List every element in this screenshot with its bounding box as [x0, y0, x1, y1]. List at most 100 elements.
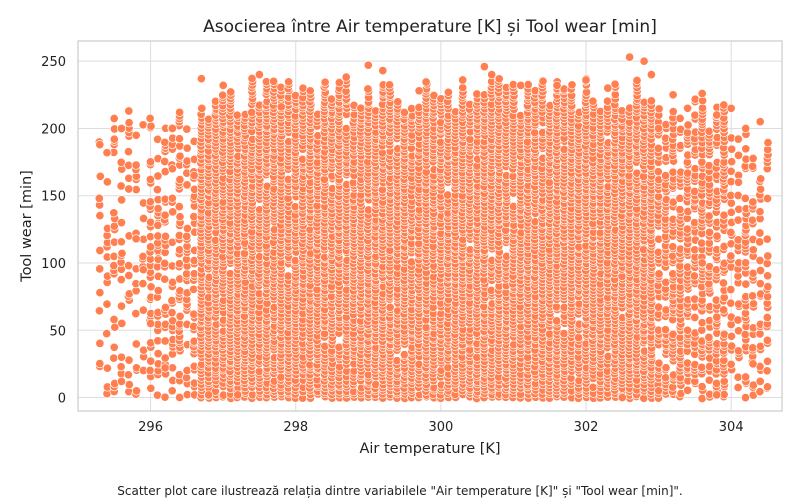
data-point — [247, 73, 257, 84]
data-point — [124, 380, 134, 390]
data-point — [95, 171, 105, 181]
data-point — [320, 77, 330, 87]
data-point — [182, 180, 192, 190]
data-point — [421, 322, 431, 333]
data-point — [102, 363, 112, 373]
data-point — [182, 231, 192, 241]
data-point — [160, 302, 171, 313]
data-point — [131, 309, 141, 319]
data-point — [174, 202, 184, 212]
data-point — [146, 282, 156, 292]
data-point — [175, 311, 185, 321]
data-point — [552, 316, 562, 326]
data-point — [109, 314, 119, 325]
data-point — [167, 386, 177, 396]
data-point — [210, 235, 220, 245]
data-point — [145, 197, 155, 207]
data-point — [109, 113, 119, 124]
data-point — [326, 94, 337, 104]
data-point — [116, 362, 126, 372]
data-point — [175, 175, 185, 185]
data-point — [167, 193, 177, 203]
data-point — [523, 80, 533, 90]
data-point — [175, 151, 185, 161]
data-point — [160, 156, 170, 167]
data-point — [538, 76, 548, 86]
data-point — [189, 212, 199, 222]
data-point — [145, 365, 155, 376]
data-point — [232, 110, 242, 120]
data-point — [182, 269, 192, 279]
data-point — [465, 134, 475, 144]
data-point — [494, 74, 504, 84]
data-point — [443, 87, 453, 97]
data-point — [588, 96, 598, 106]
data-point — [116, 181, 126, 191]
data-point — [160, 231, 171, 241]
data-point — [363, 84, 373, 94]
data-point — [102, 299, 112, 309]
data-point — [283, 271, 293, 281]
scatter-chart: Asocierea între Air temperature [K] și T… — [19, 17, 783, 457]
data-point — [153, 286, 163, 296]
data-point — [551, 302, 562, 312]
data-point — [182, 143, 192, 153]
data-point — [160, 210, 170, 220]
data-point — [131, 339, 141, 349]
data-point — [458, 83, 468, 93]
data-point — [145, 232, 155, 242]
data-point — [218, 90, 228, 100]
data-point — [117, 318, 127, 328]
data-point — [146, 121, 156, 131]
data-point — [167, 308, 177, 318]
data-point — [145, 113, 155, 123]
data-point — [174, 134, 185, 144]
data-point — [239, 248, 250, 259]
data-point — [152, 390, 163, 400]
data-point — [544, 177, 554, 188]
data-point — [146, 383, 156, 393]
data-point — [269, 76, 279, 86]
data-point — [124, 173, 134, 183]
data-point — [153, 171, 163, 181]
data-point — [356, 103, 366, 113]
data-point — [146, 356, 156, 366]
data-point — [95, 338, 105, 348]
data-point — [189, 284, 199, 294]
data-point — [124, 118, 134, 128]
data-point — [567, 80, 577, 90]
data-point — [530, 128, 540, 138]
data-point — [385, 80, 395, 90]
data-point — [319, 174, 329, 185]
data-point — [117, 195, 127, 205]
data-points — [94, 52, 773, 404]
data-point — [153, 349, 163, 359]
data-point — [109, 342, 119, 352]
data-point — [182, 223, 192, 234]
data-point — [226, 87, 236, 97]
data-point — [160, 392, 170, 402]
data-point — [393, 97, 403, 107]
data-point — [341, 72, 351, 82]
data-point — [160, 353, 170, 363]
data-point — [152, 185, 162, 195]
data-point — [545, 329, 555, 339]
data-point — [124, 355, 134, 365]
chart-title: Asocierea între Air temperature [K] și T… — [203, 17, 657, 37]
data-point — [139, 213, 149, 224]
data-point — [94, 193, 104, 203]
data-point — [124, 261, 134, 271]
data-point — [102, 329, 112, 339]
data-point — [116, 275, 126, 285]
data-point — [124, 160, 134, 170]
data-point — [168, 207, 178, 217]
data-point — [508, 171, 518, 181]
data-point — [95, 245, 105, 256]
data-point — [94, 306, 104, 316]
data-point — [95, 288, 105, 298]
data-point — [421, 77, 431, 87]
data-point — [109, 208, 119, 218]
data-point — [124, 270, 134, 281]
data-point — [109, 353, 119, 363]
data-point — [138, 279, 148, 289]
